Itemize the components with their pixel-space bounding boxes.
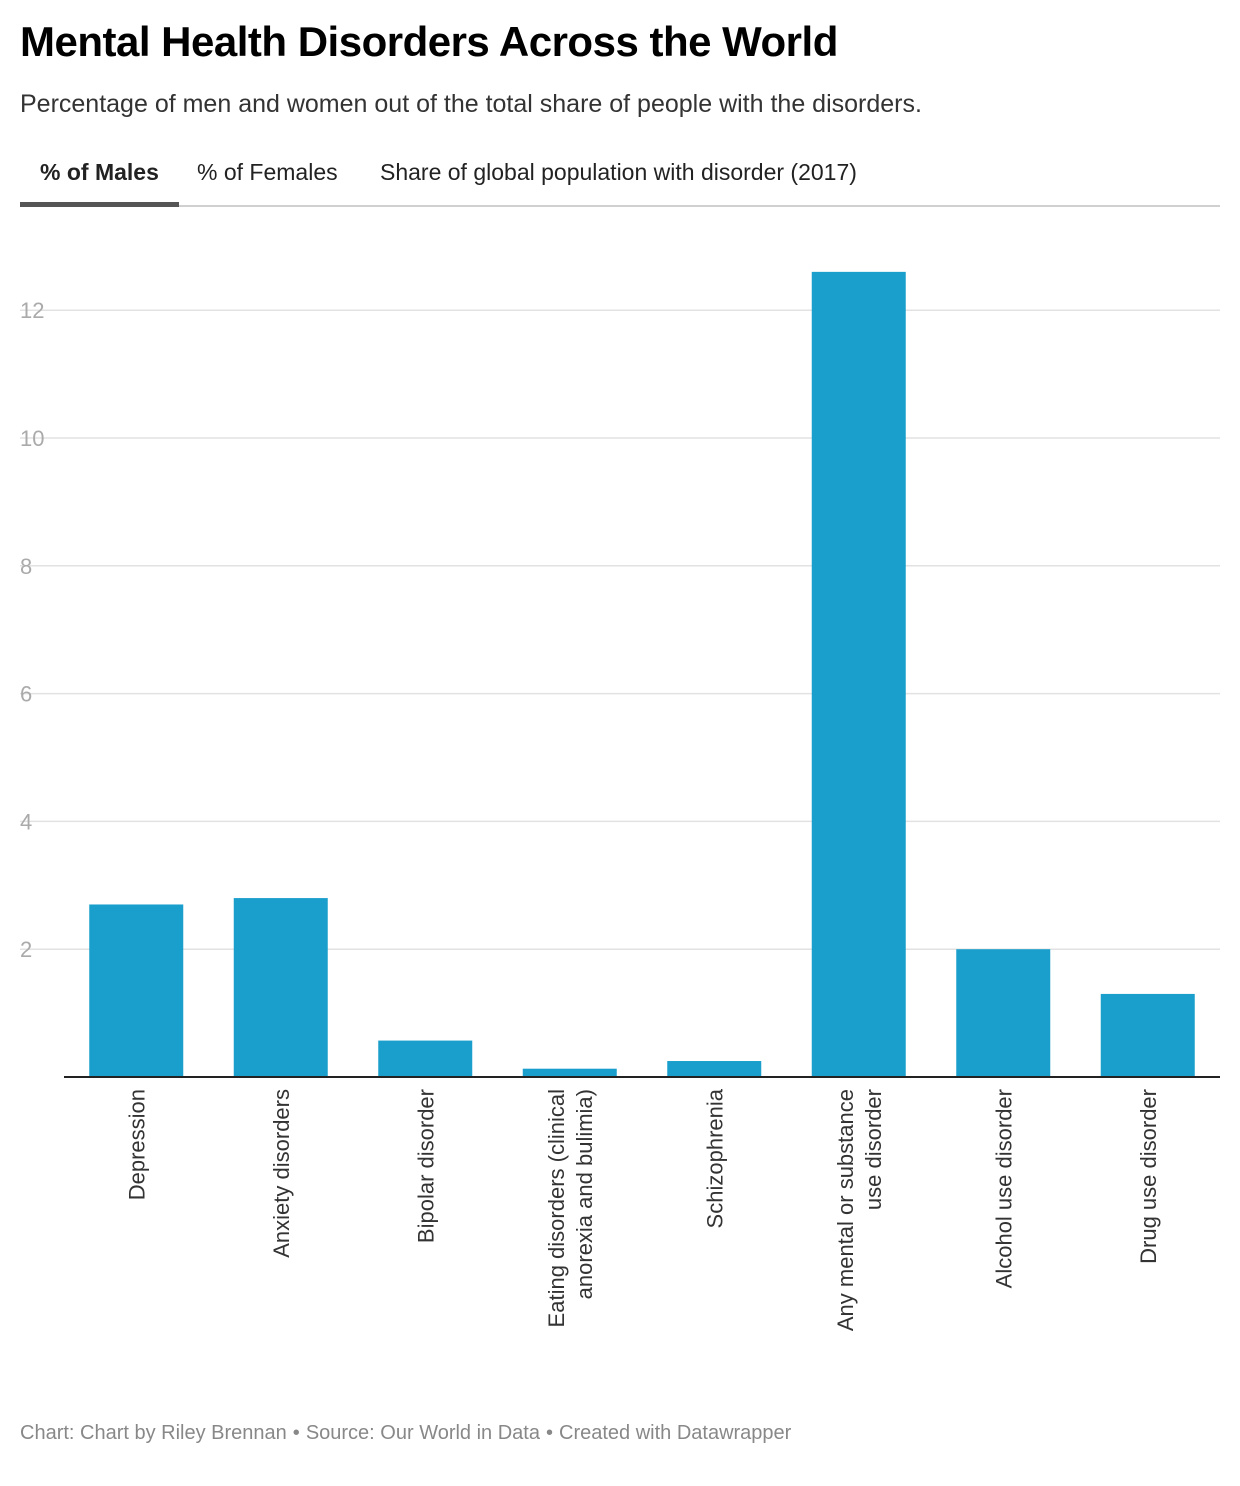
x-tick-label-line: Anxiety disorders	[269, 1089, 294, 1258]
footer-source[interactable]: Source: Our World in Data	[305, 1422, 540, 1444]
bar	[378, 1040, 473, 1077]
y-tick-label: 2	[20, 937, 32, 962]
bar	[1100, 993, 1195, 1077]
x-tick-label: Eating disorders (clinical anorexia and b…	[544, 1089, 597, 1327]
x-tick-label-line: Any mental or substance	[833, 1089, 858, 1331]
tab-males[interactable]: % of Males	[20, 150, 179, 207]
x-tick-label-line: Eating disorders (clinical	[544, 1089, 569, 1327]
x-tick-label: Depression	[124, 1089, 149, 1200]
bar	[233, 898, 328, 1077]
bar	[667, 1061, 762, 1077]
chart-title: Mental Health Disorders Across the World	[20, 18, 838, 65]
x-tick-label: Schizophrenia	[702, 1088, 727, 1228]
footer-chart-credit: Chart: Chart by Riley Brennan	[20, 1422, 287, 1444]
x-tick-label-line: Schizophrenia	[702, 1088, 727, 1228]
x-tick-label-line: Alcohol use disorder	[991, 1089, 1016, 1288]
y-tick-label: 8	[20, 554, 32, 579]
bar	[956, 949, 1051, 1077]
y-tick-label: 6	[20, 682, 32, 707]
x-tick-label-line: use disorder	[861, 1089, 886, 1210]
bar	[522, 1068, 617, 1077]
x-tick-label-line: Drug use disorder	[1136, 1089, 1161, 1264]
chart-subtitle: Percentage of men and women out of the t…	[20, 90, 922, 118]
tab-females[interactable]: % of Females	[197, 159, 338, 185]
x-tick-label: Anxiety disorders	[269, 1089, 294, 1258]
footer-created-with[interactable]: Created with Datawrapper	[559, 1422, 792, 1444]
tab-bar: % of Males % of Females Share of global …	[20, 150, 1220, 207]
footer-separator: •	[545, 1422, 553, 1444]
x-tick-label: Alcohol use disorder	[991, 1089, 1016, 1288]
y-tick-label: 10	[20, 426, 44, 451]
x-tick-label: Any mental or substance use disorder	[833, 1089, 886, 1331]
bar	[89, 904, 184, 1077]
x-tick-label-line: Bipolar disorder	[413, 1089, 438, 1243]
x-tick-label-line: anorexia and bulimia)	[572, 1089, 597, 1299]
x-tick-label-line: Depression	[124, 1089, 149, 1200]
footer-separator: •	[292, 1422, 300, 1444]
y-tick-label: 4	[20, 809, 32, 834]
x-tick-label: Bipolar disorder	[413, 1089, 438, 1243]
bar	[811, 271, 906, 1077]
y-tick-label: 12	[20, 298, 44, 323]
bar-chart: 2 4 6 8 10 12 Depression Anxiety disorders Bipol…	[20, 271, 1220, 1331]
tab-global-share[interactable]: Share of global population with disorder…	[380, 159, 857, 185]
x-tick-label: Drug use disorder	[1136, 1089, 1161, 1264]
chart-footer: Chart: Chart by Riley Brennan • Source: Ou…	[20, 1422, 791, 1445]
